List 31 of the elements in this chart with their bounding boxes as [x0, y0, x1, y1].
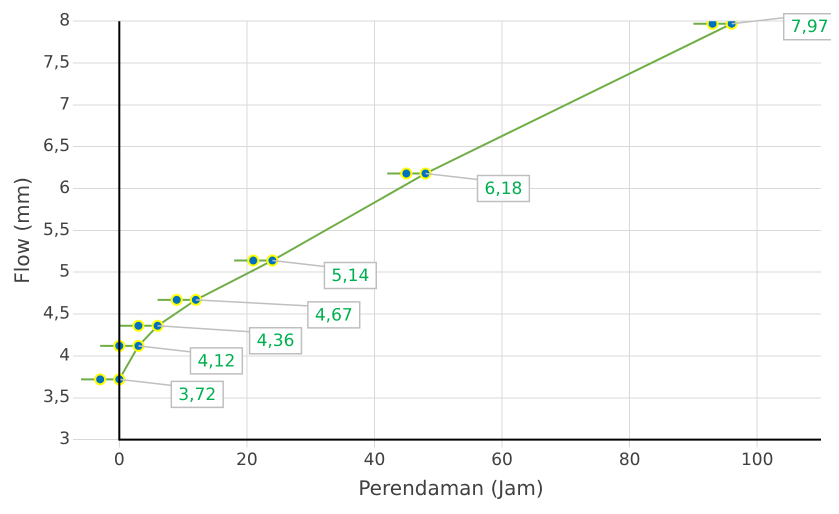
y-tick-label: 7,5 [42, 52, 70, 72]
y-tick-label: 6,5 [42, 136, 70, 156]
y-tick-label: 3,5 [42, 387, 70, 408]
data-label: 4,12 [197, 351, 236, 372]
y-tick-label: 5,5 [42, 220, 70, 240]
y-tick-label: 7 [59, 94, 70, 114]
data-label: 4,36 [256, 331, 294, 352]
point [132, 320, 144, 332]
x-tick-label: 60 [491, 450, 513, 470]
data-label: 7,97 [790, 17, 829, 38]
y-tick-label: 6 [59, 178, 70, 198]
point [170, 294, 183, 306]
y-tick-label: 5 [59, 262, 70, 282]
point [400, 168, 412, 180]
x-axis-title: Perendaman (Jam) [358, 476, 544, 500]
x-tick-label: 0 [114, 450, 125, 470]
data-label: 5,14 [331, 266, 370, 286]
y-tick-label: 3 [59, 429, 70, 450]
data-label: 6,18 [484, 178, 522, 199]
x-tick-label: 100 [740, 450, 774, 470]
data-label: 4,67 [314, 305, 353, 326]
data-label: 3,72 [178, 384, 216, 405]
point [94, 373, 106, 386]
x-tick-label: 80 [618, 450, 640, 470]
y-tick-label: 8 [59, 10, 70, 31]
y-tick-label: 4,5 [42, 304, 70, 324]
y-tick-label: 4 [59, 345, 70, 366]
point [247, 254, 260, 267]
x-tick-label: 40 [364, 450, 386, 470]
x-tick-label: 20 [236, 450, 258, 470]
y-axis-title: Flow (mm) [10, 177, 34, 284]
